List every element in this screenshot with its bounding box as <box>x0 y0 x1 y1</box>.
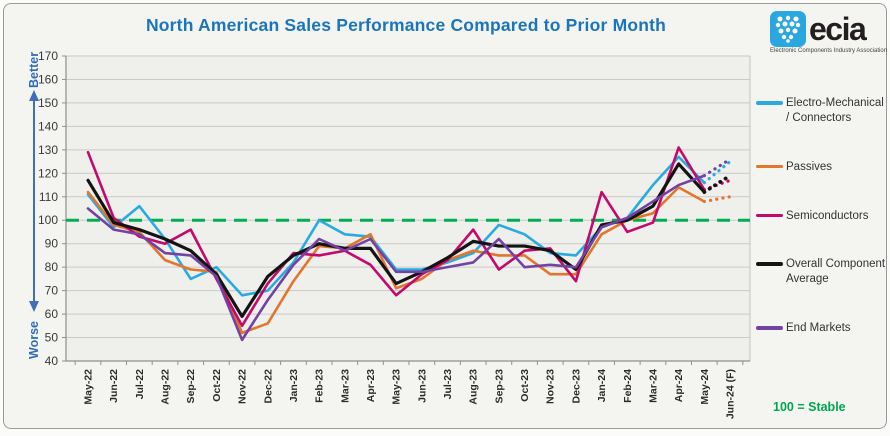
arrow-up-head <box>29 90 39 101</box>
y-tick-label: 110 <box>39 190 58 204</box>
y-tick-label: 160 <box>38 72 58 86</box>
chart-frame: 170 160 150 140 130 120 110 100 90 80 70 60 50 40 May-… <box>3 3 887 429</box>
legend-label: Overall Component Average <box>786 258 886 286</box>
x-tick-label: Jul-23 <box>442 369 454 400</box>
y-tick-label: 50 <box>45 331 59 345</box>
ecia-logo-icon <box>770 11 806 47</box>
x-tick-label: Mar-24 <box>647 369 659 403</box>
ecia-logo: ecia Electronic Components Industry Asso… <box>770 11 890 54</box>
line-chart: 170 160 150 140 130 120 110 100 90 80 70 60 50 40 May-… <box>27 49 751 419</box>
x-tick-label: Mar-23 <box>339 369 351 403</box>
forecast-segment-0 <box>702 159 732 185</box>
legend-label: End Markets <box>786 322 851 335</box>
y-tick-label: 90 <box>45 237 59 251</box>
legend-item-1: Passives <box>756 160 890 175</box>
y-tick-label: 80 <box>45 260 59 274</box>
x-tick-label: Jun-23 <box>416 369 428 403</box>
legend-item-4: End Markets <box>756 321 890 336</box>
y-tick-label: 130 <box>38 143 58 157</box>
legend-swatch <box>756 213 783 218</box>
legend-swatch <box>756 164 783 169</box>
x-tick-label: Dec-23 <box>570 369 582 404</box>
stable-note: 100 = Stable <box>773 400 846 414</box>
ecia-logo-caption: Electronic Components Industry Associati… <box>770 48 888 54</box>
x-tick-label: Sep-23 <box>493 369 505 404</box>
x-tick-label: Feb-24 <box>622 369 634 403</box>
series-line-4 <box>86 174 706 342</box>
legend-swatch <box>756 262 783 266</box>
series-line-1 <box>86 186 706 335</box>
x-tick-label: May-24 <box>699 369 711 405</box>
forecast-segment-1 <box>702 195 732 204</box>
better-label: Better <box>27 52 41 88</box>
x-tick-label: May-23 <box>391 369 403 405</box>
x-tick-label: Aug-23 <box>468 369 480 405</box>
legend-label: Semiconductors <box>786 209 869 222</box>
arrow-down-head <box>29 301 39 312</box>
forecast-segment-3 <box>702 173 732 194</box>
series-line-2 <box>86 146 706 328</box>
ecia-logo-row: ecia <box>770 11 890 47</box>
worse-label: Worse <box>27 321 41 359</box>
x-tick-label: Nov-22 <box>237 369 249 404</box>
x-tick-label: Oct-23 <box>519 369 531 402</box>
legend-label: Passives <box>786 160 833 173</box>
x-tick-label: Oct-22 <box>211 369 223 402</box>
y-tick-label: 170 <box>38 49 58 63</box>
x-tick-label: Dec-22 <box>262 369 274 404</box>
y-tick-label: 140 <box>38 119 58 133</box>
legend-item-2: Semiconductors <box>756 209 890 224</box>
x-tick-label: Sep-22 <box>185 369 197 404</box>
x-tick-label: May-22 <box>83 369 95 405</box>
x-tick-label: Apr-23 <box>365 369 377 402</box>
forecast-segment-4 <box>702 157 732 178</box>
x-tick-label: Aug-22 <box>160 369 172 405</box>
y-tick-label: 100 <box>38 213 58 227</box>
x-tick-label: Jan-23 <box>288 369 300 402</box>
legend-swatch <box>756 101 783 105</box>
legend-item-0: Electro-Mechanical / Connectors <box>756 96 890 126</box>
y-tick-label: 60 <box>45 307 59 321</box>
x-tick-label: Jun-24 (F) <box>725 369 737 419</box>
y-tick-label: 120 <box>38 166 58 180</box>
legend-item-3: Overall Component Average <box>756 257 890 287</box>
ecia-logo-text: ecia <box>809 11 867 47</box>
series-line-3 <box>86 162 706 319</box>
chart-legend: Electro-Mechanical / Connectors Passives S… <box>756 96 890 336</box>
x-tick-label: Jan-24 <box>596 369 608 402</box>
y-tick-label: 70 <box>45 284 59 298</box>
x-tick-label: Feb-23 <box>314 369 326 403</box>
y-tick-label: 150 <box>38 96 58 110</box>
x-tick-label: Jun-22 <box>108 369 120 403</box>
forecast-segment-2 <box>702 178 732 192</box>
y-tick-label: 40 <box>45 354 59 368</box>
x-tick-label: Nov-23 <box>545 369 557 404</box>
legend-swatch <box>756 326 783 330</box>
x-tick-label: Apr-24 <box>673 369 685 402</box>
legend-label: Electro-Mechanical / Connectors <box>786 97 884 124</box>
x-tick-label: Jul-22 <box>134 369 146 400</box>
chart-title: North American Sales Performance Compare… <box>145 15 667 35</box>
